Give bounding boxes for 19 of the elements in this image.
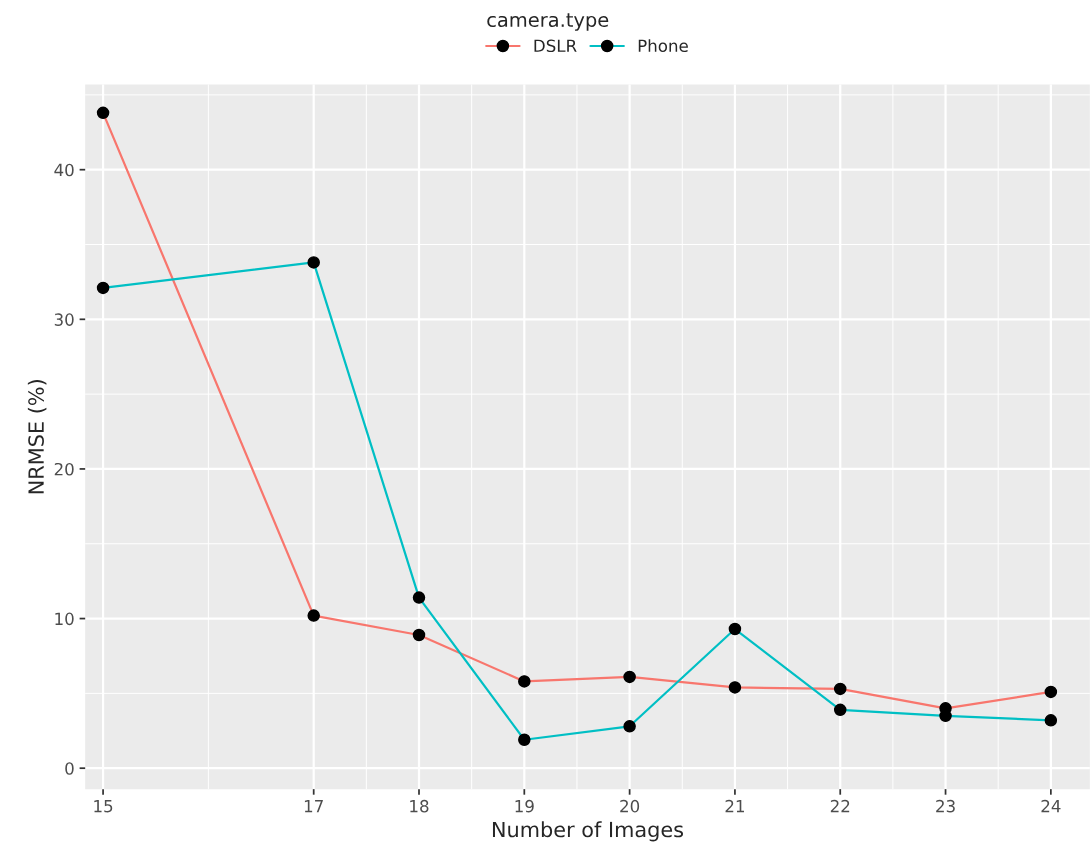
x-tick-label: 17 <box>304 800 323 813</box>
x-tick-label: 22 <box>830 799 850 813</box>
legend-label: Phone <box>638 39 688 53</box>
legend-title: camera.type <box>487 13 609 31</box>
x-tick-label: 24 <box>1041 799 1061 813</box>
x-tick-label: 23 <box>936 799 955 813</box>
y-tick-label: 30 <box>54 313 74 326</box>
x-tick-label: 19 <box>515 799 534 813</box>
x-tick-label: 20 <box>620 799 640 813</box>
y-axis-title: NRMSE (%) <box>27 380 47 494</box>
y-tick-label: 0 <box>65 762 74 775</box>
legend-label: DSLR <box>534 39 577 53</box>
y-tick-label: 40 <box>54 163 74 177</box>
y-tick-label: 10 <box>55 612 74 626</box>
x-tick-label: 15 <box>94 800 113 813</box>
x-tick-label: 21 <box>725 799 744 813</box>
x-tick-label: 18 <box>410 799 429 813</box>
y-tick-label: 20 <box>54 462 74 476</box>
x-axis-title: Number of Images <box>492 821 684 842</box>
